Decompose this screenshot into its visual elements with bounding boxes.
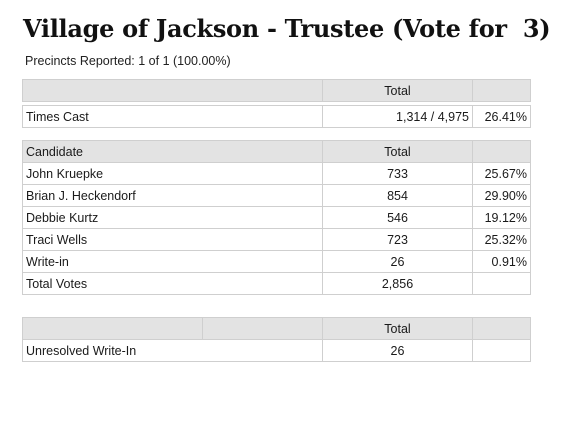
candidate-name: Write-in bbox=[22, 250, 323, 273]
candidate-votes: 733 bbox=[322, 162, 473, 185]
candidate-votes: 723 bbox=[322, 228, 473, 251]
unresolved-label: Unresolved Write-In bbox=[22, 339, 323, 362]
candidates-header-row: Candidate Total bbox=[22, 140, 531, 163]
header-blank-cell bbox=[472, 140, 531, 163]
times-cast-value: 1,314 / 4,975 bbox=[322, 105, 473, 128]
candidate-percent: 0.91% bbox=[472, 250, 531, 273]
header-blank-cell bbox=[202, 317, 323, 340]
page-title: Village of Jackson - Trustee (Vote for 3… bbox=[23, 14, 551, 43]
total-votes-value: 2,856 bbox=[322, 272, 473, 295]
precincts-reported: Precincts Reported: 1 of 1 (100.00%) bbox=[25, 54, 231, 68]
candidate-name: Traci Wells bbox=[22, 228, 323, 251]
candidate-percent: 25.67% bbox=[472, 162, 531, 185]
total-column-header: Total bbox=[322, 79, 473, 102]
candidates-table: Candidate Total John Kruepke 733 25.67% … bbox=[22, 140, 531, 295]
header-blank-cell bbox=[22, 79, 323, 102]
candidate-percent: 29.90% bbox=[472, 184, 531, 207]
table-row: Traci Wells 723 25.32% bbox=[22, 228, 531, 251]
times-cast-label: Times Cast bbox=[22, 105, 323, 128]
candidate-percent: 25.32% bbox=[472, 228, 531, 251]
header-blank-cell bbox=[472, 79, 531, 102]
unresolved-write-in-table: Total Unresolved Write-In 26 bbox=[22, 317, 531, 362]
table-row: Debbie Kurtz 546 19.12% bbox=[22, 206, 531, 229]
unresolved-header-row: Total bbox=[22, 317, 531, 340]
candidate-votes: 26 bbox=[322, 250, 473, 273]
candidate-name: Debbie Kurtz bbox=[22, 206, 323, 229]
total-votes-row: Total Votes 2,856 bbox=[22, 272, 531, 295]
header-blank-cell bbox=[22, 317, 203, 340]
unresolved-row: Unresolved Write-In 26 bbox=[22, 339, 531, 362]
times-cast-header-row: Total bbox=[22, 79, 531, 102]
times-cast-row: Times Cast 1,314 / 4,975 26.41% bbox=[22, 105, 531, 128]
total-column-header: Total bbox=[322, 317, 473, 340]
table-row: John Kruepke 733 25.67% bbox=[22, 162, 531, 185]
candidate-percent: 19.12% bbox=[472, 206, 531, 229]
total-votes-label: Total Votes bbox=[22, 272, 323, 295]
candidate-column-header: Candidate bbox=[22, 140, 323, 163]
unresolved-blank bbox=[472, 339, 531, 362]
candidate-votes: 546 bbox=[322, 206, 473, 229]
total-column-header: Total bbox=[322, 140, 473, 163]
candidate-name: John Kruepke bbox=[22, 162, 323, 185]
candidate-votes: 854 bbox=[322, 184, 473, 207]
unresolved-value: 26 bbox=[322, 339, 473, 362]
times-cast-table: Total Times Cast 1,314 / 4,975 26.41% bbox=[22, 79, 531, 128]
total-votes-blank bbox=[472, 272, 531, 295]
candidate-name: Brian J. Heckendorf bbox=[22, 184, 323, 207]
table-row: Brian J. Heckendorf 854 29.90% bbox=[22, 184, 531, 207]
table-row: Write-in 26 0.91% bbox=[22, 250, 531, 273]
times-cast-percent: 26.41% bbox=[472, 105, 531, 128]
header-blank-cell bbox=[472, 317, 531, 340]
